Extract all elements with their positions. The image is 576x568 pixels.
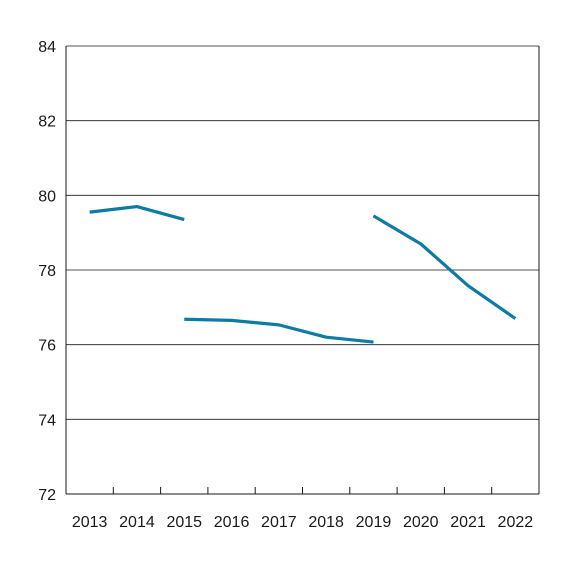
gridlines — [66, 45, 539, 420]
series-lines — [89, 204, 517, 344]
tick-labels: 72 74 76 78 80 82 84 2013 2014 2015 2016 2017 2018 20… — [38, 39, 533, 531]
x-tick-label: 2020 — [403, 514, 439, 531]
axes — [65, 46, 540, 495]
x-tick-label: 2018 — [308, 514, 344, 531]
x-tick-label: 2019 — [356, 514, 392, 531]
x-tick-label: 2021 — [450, 514, 486, 531]
y-tick-label: 84 — [38, 39, 56, 56]
x-tick-label: 2014 — [119, 514, 155, 531]
x-tick-label: 2022 — [498, 514, 534, 531]
series-line-segment-2 — [184, 317, 374, 344]
y-tick-label: 80 — [38, 188, 56, 205]
y-tick-label: 78 — [38, 263, 56, 280]
y-tick-label: 82 — [38, 114, 56, 131]
y-tick-label: 74 — [38, 412, 56, 429]
x-tick-label: 2017 — [261, 514, 297, 531]
x-tick-label: 2016 — [214, 514, 250, 531]
x-tick-label: 2015 — [166, 514, 202, 531]
series-line-segment-1 — [89, 204, 185, 222]
x-tick-label: 2013 — [72, 514, 108, 531]
series-line-segment-3 — [372, 214, 517, 320]
y-tick-label: 76 — [38, 338, 56, 355]
y-tick-label: 72 — [38, 487, 56, 504]
